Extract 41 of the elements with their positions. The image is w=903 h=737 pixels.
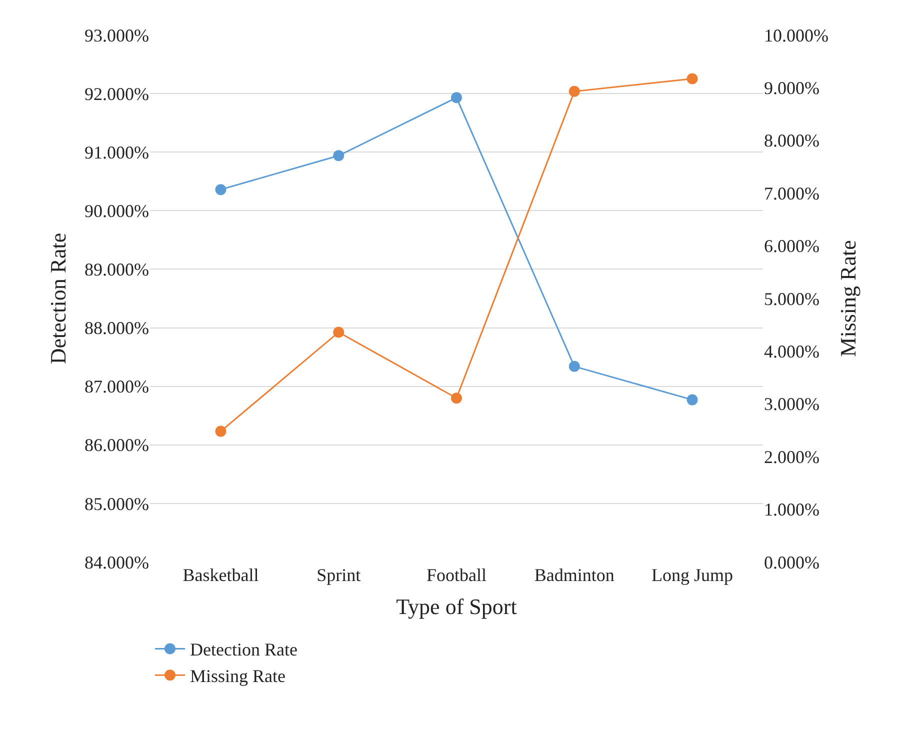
y-tick-label: 90.000% <box>84 200 149 221</box>
y2-tick-label: 8.000% <box>764 130 820 151</box>
point <box>568 86 580 97</box>
point <box>333 326 344 338</box>
point <box>333 150 344 162</box>
legend-label: Missing Rate <box>190 666 286 686</box>
y-tick-label: 92.000% <box>84 84 149 104</box>
y2-tick-label: 3.000% <box>764 394 820 414</box>
y-tick-label: 87.000% <box>84 376 149 397</box>
y2-tick-label: 6.000% <box>764 236 820 256</box>
y2-tick-label: 9.000% <box>764 78 820 98</box>
y-tick-label: 86.000% <box>84 435 149 456</box>
x-tick-label: Long Jump <box>652 565 734 585</box>
legend-label: Detection Rate <box>190 640 298 660</box>
y2-tick-label: 4.000% <box>764 342 820 362</box>
x-tick-label: Football <box>426 565 487 585</box>
y2-tick-label: 2.000% <box>764 446 820 467</box>
point <box>215 184 226 196</box>
x-tick-label: Sprint <box>316 565 361 585</box>
point <box>686 394 698 406</box>
point <box>686 73 698 84</box>
point <box>451 92 462 104</box>
y2-tick-label: 0.000% <box>764 552 820 572</box>
y-tick-label: 93.000% <box>84 25 149 46</box>
y2-axis-title: Missing Rate <box>835 240 860 357</box>
y-tick-label: 88.000% <box>84 318 149 338</box>
y-axis-title: Detection Rate <box>45 232 70 364</box>
y2-tick-label: 7.000% <box>764 183 820 204</box>
point <box>451 392 462 404</box>
y2-tick-label: 5.000% <box>764 288 820 309</box>
x-tick-label: Basketball <box>182 565 259 585</box>
y-tick-label: 84.000% <box>84 552 149 572</box>
y-tick-label: 89.000% <box>84 260 149 280</box>
y-tick-label: 91.000% <box>84 142 149 162</box>
x-axis-title: Type of Sport <box>396 594 517 619</box>
x-tick-label: Badminton <box>534 565 614 585</box>
y2-tick-label: 1.000% <box>764 500 820 520</box>
point <box>215 426 226 437</box>
y2-tick-label: 10.000% <box>764 25 828 46</box>
y-tick-label: 85.000% <box>84 494 149 514</box>
point <box>568 360 580 372</box>
